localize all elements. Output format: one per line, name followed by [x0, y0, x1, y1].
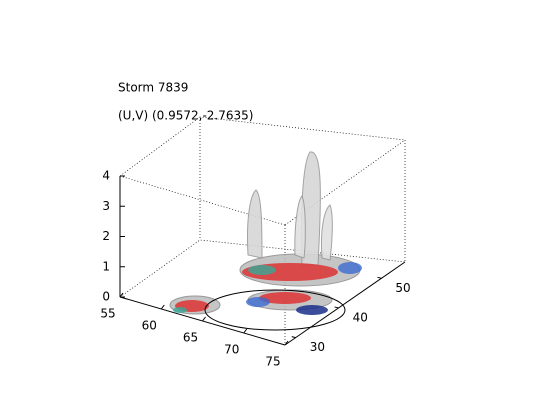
y-tick-label: 50	[395, 281, 410, 295]
tick	[202, 316, 206, 322]
ring	[204, 289, 346, 331]
blob	[246, 297, 270, 307]
tick	[243, 328, 248, 334]
x-tick-label: 60	[142, 319, 157, 333]
y-tick-label: 40	[353, 310, 368, 324]
tick	[334, 306, 339, 309]
x-tick-label: 75	[265, 355, 280, 369]
blob	[338, 262, 362, 274]
x-tick-label: 70	[224, 343, 239, 357]
z-tick-label: 4	[102, 169, 110, 183]
column	[321, 204, 333, 261]
tick	[291, 336, 296, 339]
z-tick-label: 0	[102, 290, 110, 304]
z-tick-label: 3	[102, 199, 110, 213]
x-tick-label: 55	[100, 307, 115, 321]
column	[294, 195, 306, 259]
subtitle: (U,V) (0.9572,-2.7635)	[118, 109, 253, 123]
blob	[259, 292, 311, 304]
blob	[173, 307, 187, 313]
z-tick-label: 2	[102, 229, 110, 243]
tick	[377, 276, 382, 279]
isosurface	[169, 151, 362, 331]
blob	[296, 305, 328, 315]
x-tick-label: 65	[183, 331, 198, 345]
y-tick-label: 30	[310, 340, 325, 354]
title: Storm 7839	[118, 81, 188, 95]
blob	[248, 265, 276, 275]
tick	[119, 292, 124, 298]
z-tick-label: 1	[102, 259, 110, 273]
y-axis	[284, 261, 406, 346]
tick	[284, 340, 289, 346]
column	[247, 189, 263, 259]
tick	[160, 304, 165, 310]
